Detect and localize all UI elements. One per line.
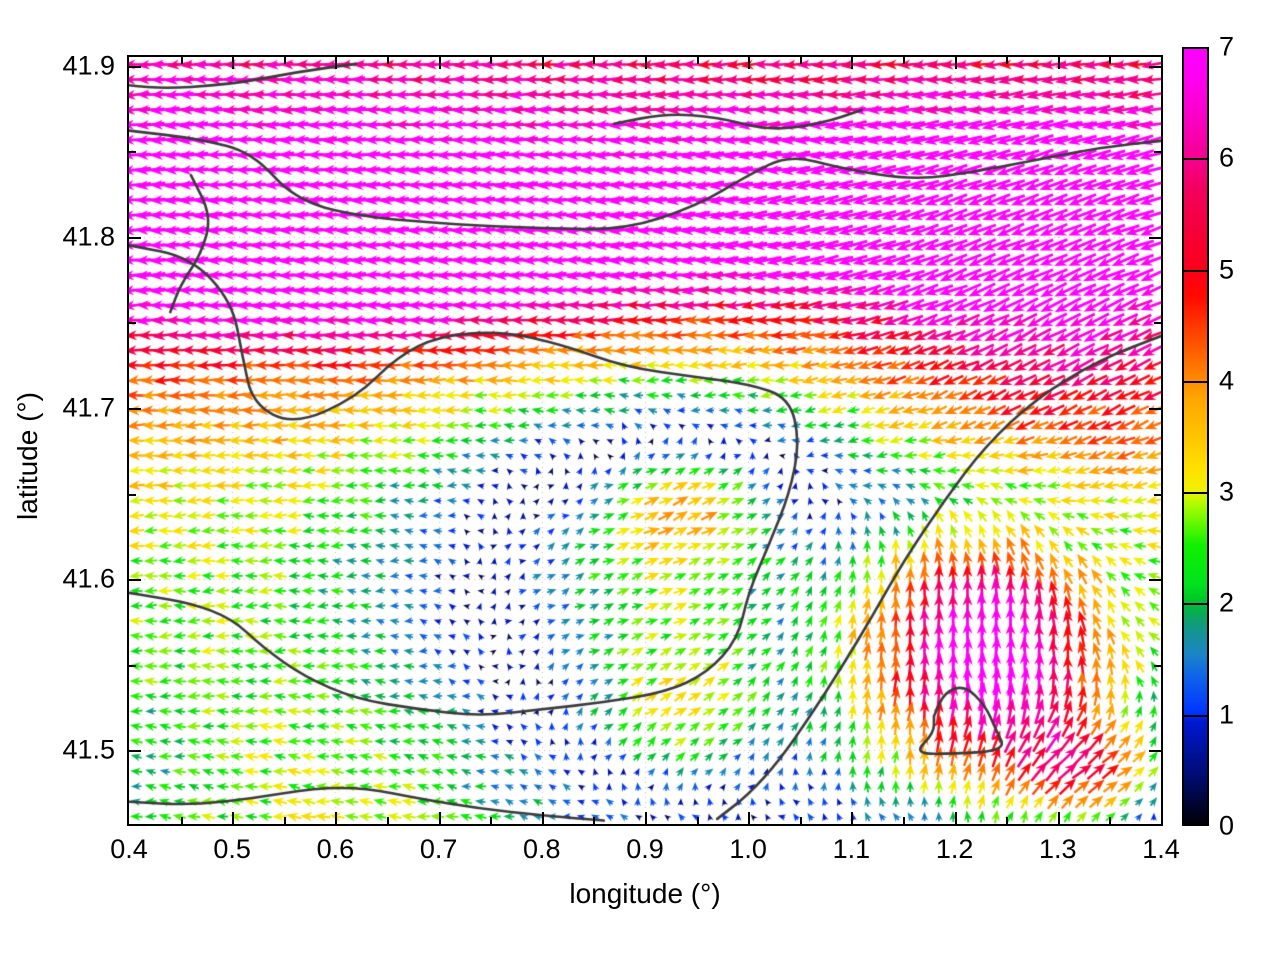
x-tick-mark (181, 57, 183, 64)
colorbar-tick (1182, 269, 1209, 272)
y-tick-mark (129, 408, 141, 410)
x-tick-mark (955, 812, 957, 824)
x-tick-mark (748, 812, 750, 824)
x-tick-mark (490, 817, 492, 824)
y-tick-label: 41.7 (62, 392, 115, 423)
x-tick-mark (1058, 57, 1060, 69)
y-tick-mark (129, 750, 141, 752)
colorbar-tick-label: 2 (1219, 587, 1235, 618)
x-tick-mark (800, 817, 802, 824)
x-tick-mark (335, 57, 337, 69)
x-tick-mark (284, 817, 286, 824)
y-tick-mark (129, 66, 141, 68)
y-tick-mark (1154, 494, 1161, 496)
y-tick-mark (1149, 750, 1161, 752)
x-tick-label: 1.4 (1142, 834, 1180, 864)
colorbar-tick-label: 0 (1219, 810, 1235, 841)
y-tick-label: 41.5 (62, 734, 115, 765)
x-tick-mark (903, 817, 905, 824)
colorbar-tick (1182, 714, 1209, 717)
x-tick-mark (593, 817, 595, 824)
x-tick-mark (181, 817, 183, 824)
x-tick-mark (490, 57, 492, 64)
x-tick-mark (645, 812, 647, 824)
x-tick-label: 1.3 (1039, 834, 1077, 864)
x-tick-label: 0.4 (110, 834, 148, 864)
y-tick-mark (129, 665, 136, 667)
colorbar-tick (1182, 492, 1209, 495)
x-axis-title: longitude (°) (569, 878, 721, 909)
colorbar-tick (1182, 158, 1209, 161)
x-tick-label: 0.6 (316, 834, 355, 864)
plot-area (127, 55, 1163, 826)
y-tick-mark (1149, 66, 1161, 68)
colorbar (1182, 47, 1209, 826)
x-tick-mark (697, 817, 699, 824)
x-tick-mark (955, 57, 957, 69)
x-tick-mark (1058, 812, 1060, 824)
x-tick-mark (439, 57, 441, 69)
y-tick-mark (1154, 322, 1161, 324)
colorbar-tick-label: 4 (1219, 365, 1235, 396)
x-tick-mark (1109, 817, 1111, 824)
x-tick-mark (232, 57, 234, 69)
y-tick-mark (129, 322, 136, 324)
y-tick-mark (1154, 151, 1161, 153)
colorbar-tick-label: 1 (1219, 699, 1235, 730)
x-tick-mark (284, 57, 286, 64)
y-tick-label: 41.8 (62, 221, 115, 252)
x-tick-mark (387, 57, 389, 64)
x-tick-mark (800, 57, 802, 64)
y-tick-mark (129, 237, 141, 239)
x-tick-label: 0.8 (523, 834, 561, 864)
colorbar-tick (1182, 603, 1209, 606)
y-tick-label: 41.6 (62, 563, 115, 594)
x-tick-label: 0.5 (213, 834, 251, 864)
colorbar-tick-label: 3 (1219, 476, 1235, 507)
x-tick-mark (542, 57, 544, 69)
x-tick-label: 0.9 (626, 834, 664, 864)
colorbar-tick (1182, 380, 1209, 383)
x-tick-mark (697, 57, 699, 64)
x-tick-label: 1.1 (832, 834, 871, 864)
colorbar-tick-label: 7 (1219, 31, 1235, 62)
y-tick-mark (1154, 665, 1161, 667)
x-tick-mark (232, 812, 234, 824)
wind-vector-field (129, 57, 1161, 824)
y-axis-title: latitude (°) (12, 392, 43, 520)
x-tick-mark (903, 57, 905, 64)
y-tick-mark (129, 151, 136, 153)
y-tick-mark (1149, 408, 1161, 410)
x-tick-mark (439, 812, 441, 824)
y-tick-mark (129, 494, 136, 496)
y-tick-label: 41.9 (62, 50, 115, 81)
y-tick-mark (1149, 237, 1161, 239)
x-tick-mark (1006, 817, 1008, 824)
colorbar-tick-label: 5 (1219, 254, 1235, 285)
x-tick-mark (851, 812, 853, 824)
x-tick-mark (387, 817, 389, 824)
x-tick-label: 0.7 (419, 834, 458, 864)
colorbar-tick-label: 6 (1219, 142, 1235, 173)
x-tick-mark (593, 57, 595, 64)
x-tick-mark (1109, 57, 1111, 64)
x-tick-mark (335, 812, 337, 824)
x-tick-label: 1.0 (729, 834, 767, 864)
y-tick-mark (1149, 579, 1161, 581)
y-tick-mark (129, 579, 141, 581)
x-tick-mark (645, 57, 647, 69)
x-tick-mark (748, 57, 750, 69)
x-tick-label: 1.2 (935, 834, 974, 864)
colorbar-gradient (1182, 47, 1209, 826)
x-tick-mark (851, 57, 853, 69)
x-tick-mark (1006, 57, 1008, 64)
x-tick-mark (542, 812, 544, 824)
